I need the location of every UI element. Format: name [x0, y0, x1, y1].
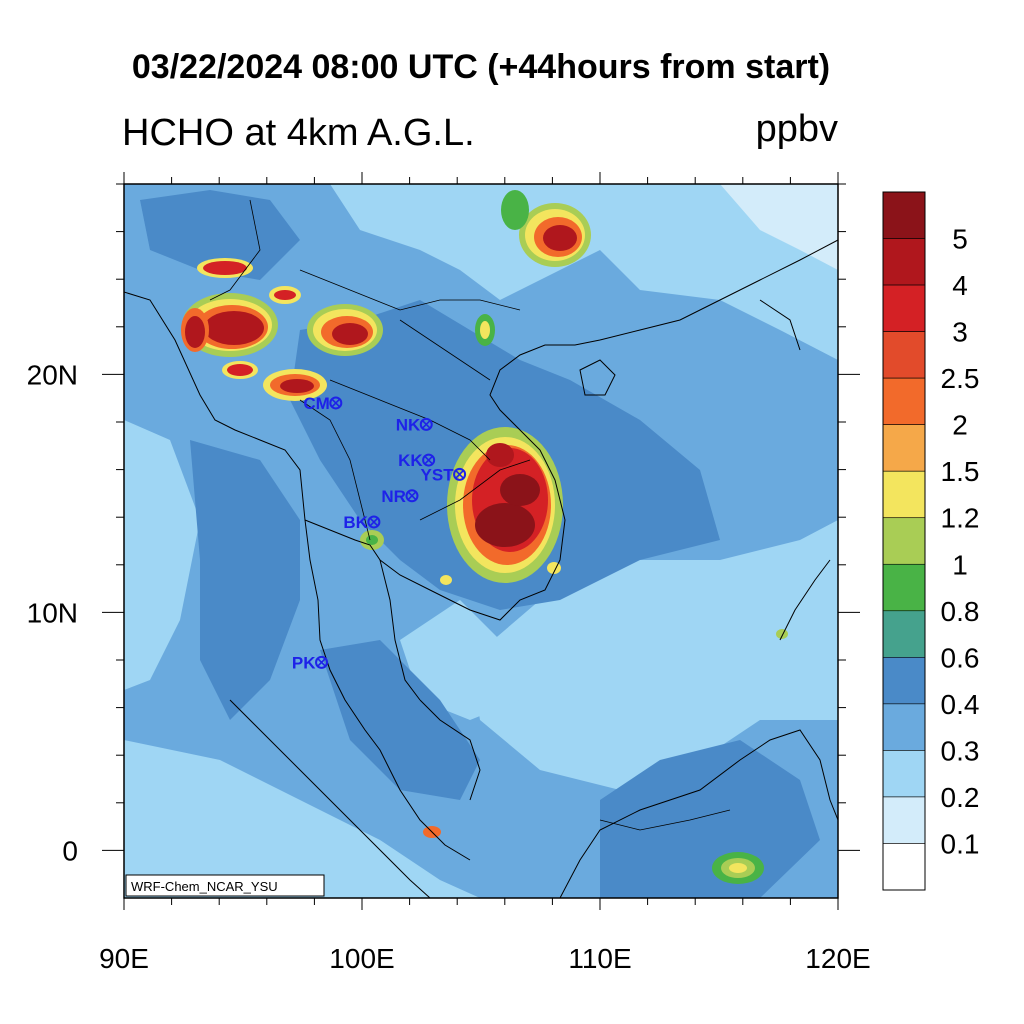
- x-tick-label: 90E: [99, 943, 149, 974]
- colorbar-label: 1.5: [941, 456, 980, 487]
- spot-bangkok-core: [366, 535, 378, 545]
- colorbar-swatch: [882, 331, 926, 379]
- y-tick-label: 0: [62, 835, 78, 866]
- spot-gulf: [440, 575, 452, 585]
- field-mid-south: [320, 640, 480, 800]
- hotspot-laos-north: [263, 286, 383, 401]
- site-marker-cross: [369, 517, 379, 527]
- units-label: ppbv: [755, 108, 838, 150]
- site-label: BK: [343, 513, 368, 532]
- site-yst: YST: [421, 465, 467, 484]
- site-marker-icon: [453, 467, 467, 481]
- y-tick-label: 20N: [27, 359, 78, 390]
- site-label: NR: [381, 487, 406, 506]
- colorbar-swatch: [882, 796, 926, 844]
- site-label: NK: [396, 415, 421, 434]
- colorbar-swatch: [882, 610, 926, 658]
- site-marker-icon: [315, 655, 329, 669]
- coastlines: [124, 239, 838, 898]
- x-tick-label: 120E: [805, 943, 870, 974]
- axis-ticks: 90E 100E 110E 120E 20N 10N 0: [27, 172, 871, 974]
- site-kk: KK: [398, 451, 436, 470]
- colorbar-label: 0.4: [941, 689, 980, 720]
- colorbar-label: 1: [952, 549, 968, 580]
- field-light-west: [124, 420, 200, 690]
- colorbar: 5 4 3 2.5 2 1.5 1.2 1 0.8 0.6 0.4 0.3 0.2 0.1: [882, 191, 980, 891]
- credit-box: [125, 874, 325, 897]
- colorbar-label: 4: [952, 270, 968, 301]
- site-cm: CM: [303, 394, 343, 413]
- spot-borneo-core: [729, 863, 747, 873]
- y-tick-label: 10N: [27, 597, 78, 628]
- variable-label: HCHO at 4km A.G.L.: [122, 112, 475, 154]
- colorbar-label: 0.2: [941, 782, 980, 813]
- field-lightest-ne: [720, 184, 838, 270]
- spot-philippines: [776, 629, 788, 639]
- x-tick-label: 100E: [329, 943, 394, 974]
- site-marker-icon: [419, 417, 433, 431]
- field-mid-borneo: [600, 740, 820, 898]
- colorbar-swatch: [882, 563, 926, 612]
- colorbar-swatch: [882, 843, 926, 891]
- colorbar-label: 3: [952, 317, 968, 348]
- map-frame: [123, 183, 839, 899]
- site-label: PK: [292, 653, 316, 672]
- x-tick-label: 110E: [568, 943, 631, 974]
- map-title: 03/22/2024 08:00 UTC (+44hours from star…: [131, 48, 831, 86]
- site-label: CM: [303, 394, 329, 413]
- colorbar-swatch: [882, 750, 926, 798]
- site-label: YST: [421, 465, 455, 484]
- colorbar-swatch: [882, 191, 926, 239]
- site-nk: NK: [396, 415, 433, 434]
- colorbar-label: 0.1: [941, 828, 980, 859]
- site-marker-icon: [422, 453, 436, 467]
- site-bk: BK: [343, 513, 381, 532]
- site-marker-cross: [407, 491, 417, 501]
- field-mid-west: [190, 440, 300, 720]
- country-borders: [209, 199, 731, 831]
- colorbar-label: 1.2: [941, 503, 980, 534]
- hotspot-cambodia: [447, 427, 563, 583]
- field-layer: [124, 184, 838, 898]
- colorbar-swatch: [882, 470, 926, 519]
- site-label: KK: [398, 451, 423, 470]
- colorbar-label: 0.8: [941, 596, 980, 627]
- hotspot-china: [475, 190, 591, 346]
- site-marker-icon: [405, 489, 419, 503]
- hotspot-myanmar: [181, 258, 278, 379]
- colorbar-swatch: [882, 284, 926, 332]
- colorbar-label: 5: [952, 224, 968, 255]
- site-marker-cross: [317, 658, 326, 667]
- site-marker-cross: [455, 469, 464, 479]
- colorbar-swatch: [882, 238, 926, 286]
- field-light-south: [124, 740, 480, 898]
- model-credit: WRF-Chem_NCAR_YSU: [131, 879, 278, 894]
- site-nr: NR: [381, 487, 419, 506]
- colorbar-label: 2.5: [941, 363, 980, 394]
- site-marker-icon: [367, 515, 381, 529]
- colorbar-swatch: [882, 517, 926, 565]
- field-light-north: [330, 184, 838, 360]
- colorbar-swatch: [882, 377, 926, 425]
- site-marker-cross: [421, 420, 431, 429]
- colorbar-swatch: [882, 657, 926, 705]
- colorbar-label: 0.3: [941, 735, 980, 766]
- colorbar-frame: [882, 191, 926, 891]
- field-mid-north: [140, 190, 300, 280]
- colorbar-label: 0.6: [941, 642, 980, 673]
- site-marker-cross: [424, 455, 434, 465]
- colorbar-swatch: [882, 424, 926, 472]
- colorbar-swatch: [882, 703, 926, 751]
- site-marker-cross: [331, 398, 341, 408]
- field-light-sea: [470, 520, 838, 790]
- site-pk: PK: [292, 653, 329, 672]
- colorbar-label: 2: [952, 410, 968, 441]
- site-marker-icon: [329, 396, 343, 410]
